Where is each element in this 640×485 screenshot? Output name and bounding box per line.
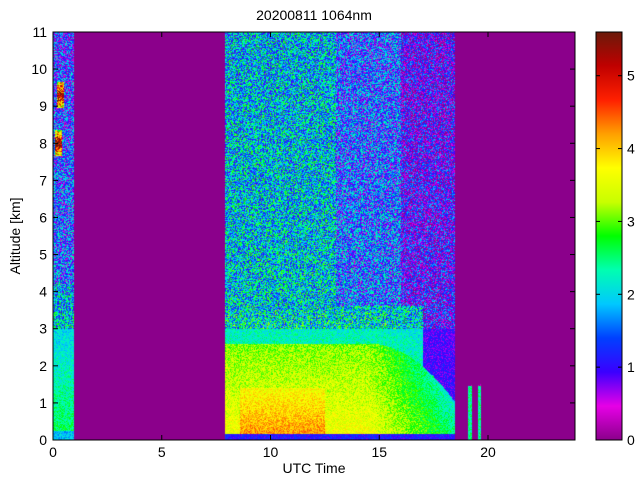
y-tick-label: 7 <box>39 172 47 188</box>
y-tick-label: 11 <box>32 24 47 40</box>
x-axis-label: UTC Time <box>283 460 346 476</box>
y-axis-label: Altitude [km] <box>7 197 23 274</box>
colorbar <box>595 31 623 441</box>
colorbar-tick-label: 3 <box>627 213 635 229</box>
y-tick-label: 8 <box>39 135 47 151</box>
y-tick-label: 5 <box>39 247 47 263</box>
colorbar-tick-label: 0 <box>627 432 635 448</box>
y-axis: 0 1 2 3 4 5 6 7 8 9 10 11 <box>31 24 575 448</box>
x-axis: 0 5 10 15 20 <box>49 32 496 460</box>
x-tick-label: 20 <box>480 444 496 460</box>
colorbar-axis: 0 1 2 3 4 5 <box>596 68 635 448</box>
plot-frame <box>52 31 576 441</box>
y-tick-label: 3 <box>39 321 47 337</box>
y-tick-label: 4 <box>39 284 47 300</box>
y-tick-label: 9 <box>39 98 47 114</box>
x-tick-label: 10 <box>263 444 279 460</box>
x-tick-label: 15 <box>371 444 387 460</box>
x-tick-label: 5 <box>158 444 166 460</box>
y-tick-label: 6 <box>39 209 47 225</box>
colorbar-tick-label: 4 <box>627 141 635 157</box>
colorbar-tick-label: 5 <box>627 68 635 84</box>
y-tick-label: 1 <box>39 395 47 411</box>
x-tick-label: 0 <box>49 444 57 460</box>
y-tick-label: 2 <box>39 358 47 374</box>
y-tick-label: 0 <box>39 432 47 448</box>
colorbar-tick-label: 1 <box>627 359 635 375</box>
backscatter-heatmap <box>53 32 575 440</box>
chart-title: 20200811 1064nm <box>256 7 372 23</box>
y-tick-label: 10 <box>31 61 47 77</box>
colorbar-tick-label: 2 <box>627 286 635 302</box>
